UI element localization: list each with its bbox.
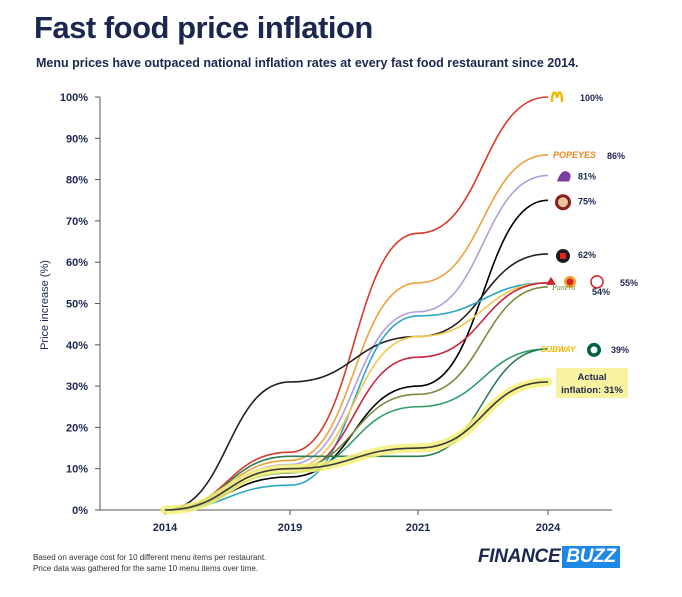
arbys-logo-icon bbox=[546, 276, 556, 285]
end-value-label: 75% bbox=[578, 196, 596, 206]
y-tick-label: 10% bbox=[66, 464, 88, 476]
wendys-logo-icon bbox=[590, 275, 604, 289]
annotation-line-2: inflation: 31% bbox=[561, 385, 623, 396]
y-tick-label: 70% bbox=[66, 216, 88, 228]
y-axis-label: Price increase (%) bbox=[39, 260, 51, 350]
brand-part-1: FINANCE bbox=[478, 546, 561, 567]
series-line bbox=[164, 282, 549, 511]
x-tick-label: 2024 bbox=[536, 522, 561, 534]
y-tick-label: 40% bbox=[66, 340, 88, 352]
end-value-label: 81% bbox=[578, 171, 596, 181]
brand-part-2: BUZZ bbox=[562, 546, 620, 568]
series-line bbox=[164, 381, 549, 511]
popeyes-logo-icon: POPEYES bbox=[553, 150, 596, 160]
footnote-line-2: Price data was gathered for the same 10 … bbox=[33, 564, 258, 573]
chart-title: Fast food price inflation bbox=[34, 10, 373, 45]
x-tick-label: 2021 bbox=[406, 522, 430, 534]
y-tick-label: 30% bbox=[66, 381, 88, 393]
footnote: Based on average cost for 10 different m… bbox=[33, 552, 266, 574]
y-tick-label: 90% bbox=[66, 133, 88, 145]
series-highlight bbox=[160, 377, 553, 515]
series-line bbox=[164, 96, 549, 511]
chart-subtitle: Menu prices have outpaced national infla… bbox=[36, 56, 579, 70]
mcdonalds-logo-icon bbox=[550, 91, 564, 103]
y-tick-label: 20% bbox=[66, 422, 88, 434]
x-tick-label: 2019 bbox=[278, 522, 302, 534]
footnote-line-1: Based on average cost for 10 different m… bbox=[33, 553, 267, 562]
end-value-label: 100% bbox=[580, 93, 603, 103]
chart-logos: POPEYES Panera SUBWAY bbox=[541, 91, 604, 357]
panera-logo-icon: Panera bbox=[551, 283, 576, 292]
subway-logo-icon: SUBWAY bbox=[541, 345, 576, 354]
y-tick-label: 100% bbox=[60, 92, 88, 104]
chart-axes: 0% 10% 20% 30% 40% 50% 60% 70% 80% 90% 100% 2014 201… bbox=[39, 92, 612, 534]
annotation-line-1: Actual bbox=[577, 372, 606, 383]
taco-bell-logo-icon bbox=[557, 171, 571, 182]
inflation-annotation-box bbox=[556, 368, 628, 398]
y-tick-label: 60% bbox=[66, 257, 88, 269]
end-value-label: 54% bbox=[592, 287, 610, 297]
series-line bbox=[164, 282, 549, 511]
chart-lines bbox=[160, 96, 553, 515]
y-tick-label: 50% bbox=[66, 299, 88, 311]
y-tick-label: 80% bbox=[66, 175, 88, 187]
end-value-label: 62% bbox=[578, 250, 596, 260]
chart-end-labels: 100% 86% 81% 75% 62% 55% 54% 39% Actual inflation… bbox=[556, 93, 638, 398]
x-tick-label: 2014 bbox=[153, 522, 178, 534]
series-line bbox=[164, 253, 549, 511]
series-line bbox=[164, 199, 549, 511]
y-tick-label: 0% bbox=[72, 505, 88, 517]
end-value-label: 39% bbox=[611, 345, 629, 355]
end-value-label: 86% bbox=[607, 151, 625, 161]
financebuzz-logo: FINANCE BUZZ bbox=[478, 545, 620, 569]
end-value-label: 55% bbox=[620, 278, 638, 288]
